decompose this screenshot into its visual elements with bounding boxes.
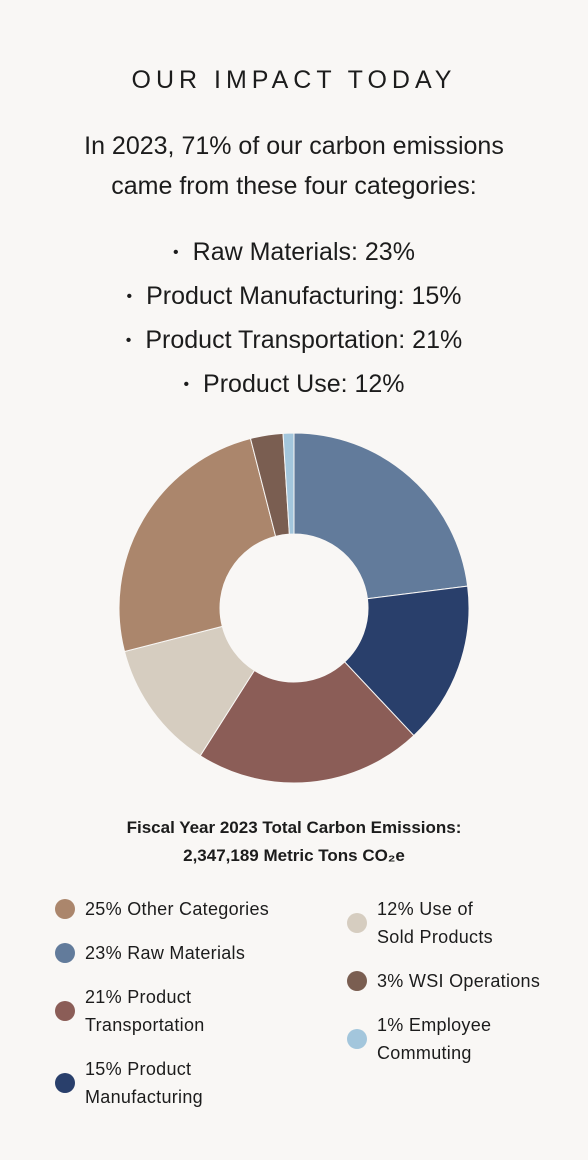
intro-line-1: In 2023, 71% of our carbon emissions [84,132,504,160]
legend-swatch [347,913,367,933]
donut-slice [343,585,470,737]
legend-label: 3% WSI Operations [377,971,541,991]
bullet-item: Raw Materials: 23% [0,232,588,276]
donut-slice [199,661,415,784]
bullet-item: Product Use: 12% [0,364,588,408]
legend-label: 25% Other Categories [85,899,270,919]
legend-left-column: 25% Other Categories 23% Raw Materials 21%… [55,895,269,1127]
donut-slice [118,437,277,653]
legend-item: 15% Product Manufacturing [55,1055,269,1111]
legend-label: 12% Use of Sold Products [377,899,493,947]
legend-item: 21% Product Transportation [55,983,269,1039]
bullet-item: Product Transportation: 21% [0,320,588,364]
bullet-item: Product Manufacturing: 15% [0,276,588,320]
intro-line-2: came from these four categories: [111,172,477,200]
legend-swatch [55,1001,75,1021]
legend-item: 25% Other Categories [55,895,269,923]
category-bullet-list: Raw Materials: 23% Product Manufacturing… [0,232,588,408]
donut-slice [282,432,295,535]
legend-swatch [55,943,75,963]
legend-swatch [347,1029,367,1049]
legend-label: 1% Employee Commuting [377,1015,492,1063]
legend-label: 21% Product Transportation [85,987,205,1035]
total-line-1: Fiscal Year 2023 Total Carbon Emissions: [126,818,462,837]
emissions-donut-chart [118,432,470,784]
total-emissions: Fiscal Year 2023 Total Carbon Emissions:… [0,814,588,870]
legend-item: 23% Raw Materials [55,939,269,967]
legend-item: 1% Employee Commuting [347,1011,540,1067]
legend-label: 23% Raw Materials [85,943,246,963]
intro-text: In 2023, 71% of our carbon emissions cam… [0,126,588,206]
legend-label: 15% Product Manufacturing [85,1059,203,1107]
legend-swatch [55,1073,75,1093]
legend-right-column: 12% Use of Sold Products 3% WSI Operation… [347,895,540,1083]
legend-item: 12% Use of Sold Products [347,895,540,951]
total-line-2: 2,347,189 Metric Tons CO₂e [183,846,405,865]
page-heading: OUR IMPACT TODAY [131,66,457,94]
legend-swatch [347,971,367,991]
donut-slice [293,432,469,600]
legend-item: 3% WSI Operations [347,967,540,995]
legend-swatch [55,899,75,919]
